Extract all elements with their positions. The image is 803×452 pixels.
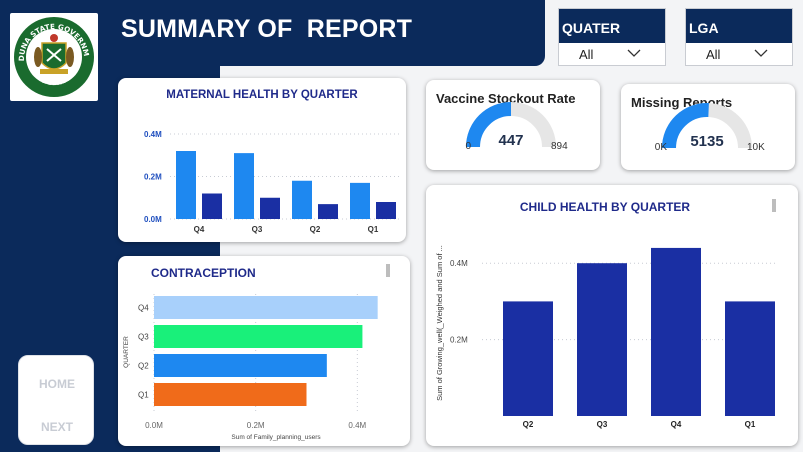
page-title: SUMMARY OF REPORT xyxy=(121,15,413,43)
bar-series-1 xyxy=(350,182,370,219)
x-tick-label: Q4 xyxy=(194,225,205,234)
vaccine-gauge: 447 0 894 xyxy=(465,102,568,152)
chevron-down-icon[interactable] xyxy=(627,48,641,58)
scrollbar-handle xyxy=(772,199,776,212)
vaccine-kpi-card: Vaccine Stockout Rate 447 0 894 xyxy=(426,80,600,170)
child-health-chart: CHILD HEALTH BY QUARTER 0.2M 0.4M Q2 Q3 Q4 Q1 S… xyxy=(435,199,778,429)
gauge-max-label: 894 xyxy=(551,141,568,152)
y-tick-label: 0.4M xyxy=(450,259,468,268)
y-tick-label: 0.2M xyxy=(144,173,162,182)
lga-slicer[interactable]: LGA All xyxy=(685,8,793,66)
gauge-value: 5135 xyxy=(690,133,723,150)
scrollbar-handle xyxy=(386,264,390,277)
chart-title: MATERNAL HEALTH BY QUARTER xyxy=(166,89,358,101)
y-tick-label: 0.2M xyxy=(450,336,468,345)
bar xyxy=(725,301,775,416)
y-tick-label: 0.0M xyxy=(144,215,162,224)
gauge-value: 447 xyxy=(498,132,523,149)
x-tick-label: Q2 xyxy=(523,420,534,429)
gauge-fill xyxy=(662,103,709,149)
y-axis-label: Sum of Growing_well(_Weighed and Sum of … xyxy=(435,245,444,401)
maternal-health-chart: MATERNAL HEALTH BY QUARTER 0.0M 0.2M 0.4M Q4… xyxy=(144,89,402,234)
bar xyxy=(154,296,378,319)
bar-series-2 xyxy=(376,202,396,219)
bar-series-1 xyxy=(292,180,312,219)
logo-text-bottom: NIGERIA xyxy=(38,75,71,87)
lga-slicer-label: LGA xyxy=(686,9,792,43)
y-tick-label: 0.4M xyxy=(144,130,162,139)
child-health-card: CHILD HEALTH BY QUARTER 0.2M 0.4M Q2 Q3 Q4 Q1 S… xyxy=(426,185,798,446)
x-tick-label: Q1 xyxy=(745,420,756,429)
bar xyxy=(577,263,627,416)
gauge-min-label: 0 xyxy=(465,141,471,152)
x-tick-label: 0.0M xyxy=(145,421,163,430)
bar-series-2 xyxy=(202,193,222,219)
quarter-slicer[interactable]: QUATER All xyxy=(558,8,666,66)
chart-title: CONTRACEPTION xyxy=(151,266,256,280)
kaduna-state-logo: KADUNA STATE GOVERNMENT NIGERIA xyxy=(7,6,98,101)
gauge-max-label: 10K xyxy=(747,142,765,153)
gauge-fill xyxy=(466,102,512,148)
bar-series-1 xyxy=(234,153,254,219)
bar-series-2 xyxy=(260,197,280,219)
nav-panel: HOME NEXT xyxy=(18,355,94,445)
y-tick-label: Q3 xyxy=(138,333,149,342)
x-tick-label: Q2 xyxy=(310,225,321,234)
x-tick-label: 0.2M xyxy=(247,421,265,430)
y-axis-label: QUARTER xyxy=(123,336,130,368)
y-tick-label: Q1 xyxy=(138,391,149,400)
contraception-card: CONTRACEPTION 0.0M 0.2M 0.4M Q4 Q3 Q2 Q1 Sum of … xyxy=(118,256,410,446)
home-button[interactable]: HOME xyxy=(39,377,75,391)
x-tick-label: Q3 xyxy=(597,420,608,429)
vaccine-kpi-title: Vaccine Stockout Rate xyxy=(436,91,576,106)
x-tick-label: Q1 xyxy=(368,225,379,234)
y-tick-label: Q4 xyxy=(138,304,149,313)
lga-slicer-value: All xyxy=(706,47,721,62)
missing-kpi-card: Missing Reports 5135 0K 10K xyxy=(621,84,795,170)
bar xyxy=(154,383,307,406)
contraception-chart: CONTRACEPTION 0.0M 0.2M 0.4M Q4 Q3 Q2 Q1 Sum of … xyxy=(123,264,390,441)
next-button[interactable]: NEXT xyxy=(40,420,73,434)
x-tick-label: Q4 xyxy=(671,420,682,429)
quarter-slicer-label: QUATER xyxy=(559,9,665,43)
chevron-down-icon[interactable] xyxy=(754,48,768,58)
chart-title: CHILD HEALTH BY QUARTER xyxy=(520,200,691,214)
bar-series-1 xyxy=(176,151,196,219)
x-tick-label: 0.4M xyxy=(348,421,366,430)
missing-gauge: 5135 0K 10K xyxy=(655,103,765,153)
bar xyxy=(651,247,701,416)
x-tick-label: Q3 xyxy=(252,225,263,234)
bar xyxy=(154,354,327,377)
x-axis-label: Sum of Family_planning_users xyxy=(231,434,321,441)
bar xyxy=(154,325,363,348)
svg-text:NIGERIA: NIGERIA xyxy=(38,75,71,87)
bar xyxy=(503,301,553,416)
quarter-slicer-value: All xyxy=(579,47,594,62)
bar-series-2 xyxy=(318,204,338,219)
gauge-min-label: 0K xyxy=(655,142,668,153)
y-tick-label: Q2 xyxy=(138,362,149,371)
maternal-health-card: MATERNAL HEALTH BY QUARTER 0.0M 0.2M 0.4M Q4… xyxy=(118,78,406,242)
